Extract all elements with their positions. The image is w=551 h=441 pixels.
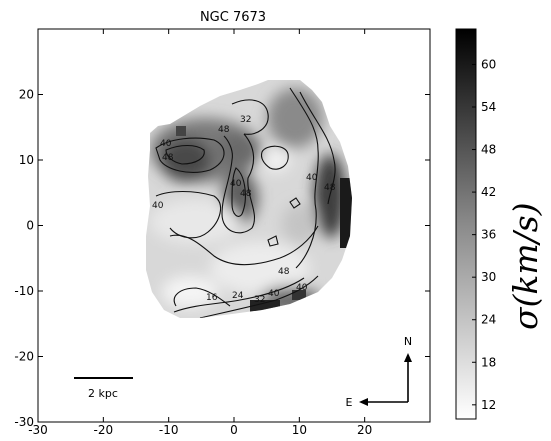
y-tick-label: 10	[19, 153, 34, 167]
y-tick-label: 0	[26, 219, 34, 233]
x-tick-label: -20	[94, 423, 114, 437]
contour-label: 24	[232, 291, 244, 301]
colorbar-tick-label: 24	[481, 313, 496, 327]
colorbar-tick-label: 54	[481, 100, 496, 114]
contour-label: 48	[240, 189, 252, 199]
x-tick-label: -10	[159, 423, 179, 437]
colorbar-tick-label: 12	[481, 398, 496, 412]
y-tick-label: -30	[14, 415, 34, 429]
contour-label: 32	[240, 115, 251, 125]
contour-lines	[155, 87, 336, 318]
colorbar	[455, 28, 477, 420]
galaxy-map	[146, 80, 352, 318]
colorbar-tick-label: 36	[481, 228, 496, 242]
compass-north-label: N	[404, 335, 412, 348]
contour-label: 48	[278, 267, 290, 277]
contour-label: 40	[268, 289, 280, 299]
contour-label: 40	[306, 173, 318, 183]
contour-labels: 48 40 32 48 40 48 40 48 40 48 40 16 24 3…	[152, 115, 336, 305]
colorbar-ticks: 12 18 24 30 36 42 48 54 60	[472, 57, 496, 412]
x-tick-label: 10	[292, 423, 307, 437]
y-tick-label: 20	[19, 88, 34, 102]
contour-label: 16	[206, 293, 218, 303]
colorbar-tick-label: 18	[481, 355, 496, 369]
contour-label: 40	[160, 139, 172, 149]
x-tick-label: 20	[357, 423, 372, 437]
contour-label: 32	[254, 295, 265, 305]
x-tick-label: -30	[28, 423, 48, 437]
colorbar-label: σ(km/s)	[506, 202, 545, 330]
colorbar-tick-label: 48	[481, 143, 496, 157]
chart-title: NGC 7673	[200, 10, 266, 25]
contour-label: 40	[230, 179, 242, 189]
colorbar-tick-label: 30	[481, 270, 496, 284]
x-axis: -30 -20 -10 0 10 20	[28, 29, 372, 437]
x-tick-label: 0	[230, 423, 238, 437]
east-arrow-icon	[359, 398, 368, 406]
contour-label: 48	[324, 183, 336, 193]
compass-east-label: E	[346, 396, 353, 409]
contour-label: 40	[152, 201, 164, 211]
y-tick-label: -20	[14, 350, 34, 364]
colorbar-tick-label: 42	[481, 185, 496, 199]
compass: N E	[346, 335, 413, 409]
colorbar-tick-label: 60	[481, 57, 496, 71]
scale-bar-label: 2 kpc	[88, 387, 118, 400]
y-tick-label: -10	[14, 284, 34, 298]
north-arrow-icon	[404, 353, 412, 362]
y-axis: -30 -20 -10 0 10 20	[14, 88, 430, 429]
contour-label: 48	[218, 125, 230, 135]
contour-label: 48	[162, 153, 174, 163]
contour-label: 40	[296, 283, 308, 293]
scale-bar: 2 kpc	[74, 377, 133, 400]
